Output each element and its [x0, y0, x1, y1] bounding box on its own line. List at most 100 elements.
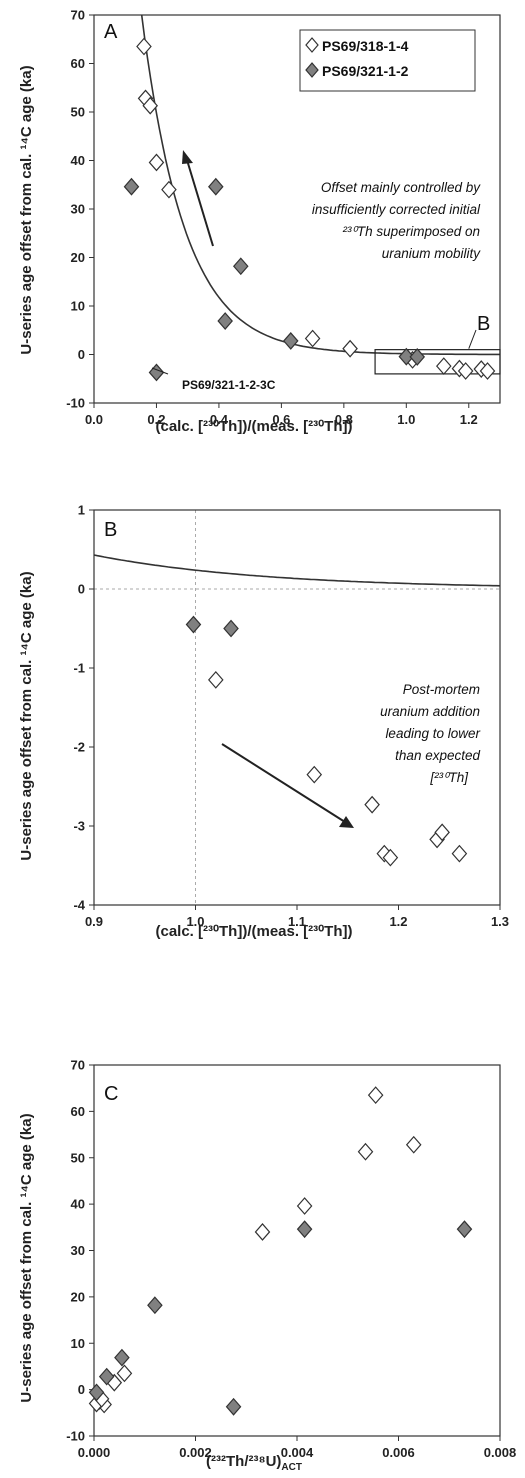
y-tick-label: 50 [71, 105, 85, 120]
x-tick-label: 0.8 [335, 412, 353, 427]
data-point-318 [479, 362, 496, 380]
data-point-318 [382, 848, 399, 867]
data-point-318 [304, 329, 321, 348]
y-tick-label: -1 [73, 661, 85, 676]
point-label: PS69/321-1-2-3C [182, 378, 276, 392]
y-axis-label: U-series age offset from cal. ¹⁴C age (k… [18, 571, 35, 860]
zoom-box-leader [468, 329, 477, 349]
legend-marker-filled-diamond [305, 62, 319, 78]
data-point-318 [296, 1197, 313, 1215]
chart-panel-c: -10 0 10 20 30 40 50 60 70 0.000 0.002 0.004 0.006 0… [18, 1058, 517, 1474]
annotation-line-2: insufficiently corrected initial [312, 202, 481, 217]
data-point-318 [434, 823, 450, 842]
chart-panel-a: -10 0 10 20 30 40 50 60 70 0.0 0.2 0.4 0.6 0.8 1.0 1.2… [18, 8, 501, 435]
y-tick-label: -2 [73, 740, 85, 755]
y-tick-label: 20 [71, 1289, 85, 1304]
data-point-318 [254, 1223, 271, 1241]
y-axis-label: U-series age offset from cal. ¹⁴C age (k… [18, 1113, 35, 1402]
data-point-318 [161, 180, 177, 199]
y-tick-label: 50 [71, 1150, 85, 1165]
data-point-321 [98, 1367, 115, 1386]
mortem-line-5: [²³⁰Th] [429, 770, 469, 785]
data-point-321 [223, 619, 239, 638]
x-tick-label: 1.0 [397, 412, 415, 427]
x-tick-label: 0.000 [78, 1445, 111, 1460]
x-axis-label: (calc. [²³⁰Th])/(meas. [²³⁰Th]) [155, 418, 352, 435]
data-point-321 [114, 1348, 130, 1367]
data-point-318 [367, 1086, 384, 1105]
trend-arrowhead [339, 816, 354, 828]
mortem-line-1: Post-mortem [403, 682, 480, 697]
y-tick-label: -4 [73, 898, 85, 913]
data-point-318 [136, 37, 152, 56]
data-point-321 [409, 348, 426, 366]
data-point-318 [116, 1364, 133, 1383]
y-tick-label: 10 [71, 299, 85, 314]
data-point-318 [148, 153, 165, 172]
y-tick-label: 60 [71, 1104, 85, 1119]
x-tick-label: 0.006 [382, 1445, 415, 1460]
x-tick-label: 1.2 [389, 914, 407, 929]
y-tick-label: -10 [66, 1429, 85, 1444]
y-tick-label: -10 [66, 396, 85, 411]
y-tick-label: 70 [71, 1058, 85, 1073]
data-point-321 [208, 177, 224, 196]
data-point-318 [208, 670, 224, 689]
trend-arrowhead [182, 150, 193, 164]
data-point-318 [342, 339, 358, 358]
data-point-321 [232, 257, 249, 276]
y-tick-label: 10 [71, 1336, 85, 1351]
y-tick-label: 40 [71, 153, 85, 168]
x-tick-label: 1.3 [491, 914, 509, 929]
panel-letter-a: A [104, 21, 118, 43]
plot-frame [93, 1064, 501, 1437]
data-point-318 [457, 362, 474, 380]
mortem-line-3: leading to lower [385, 726, 480, 741]
x-tick-label: 0.9 [85, 914, 103, 929]
y-tick-label: 0 [78, 1382, 85, 1397]
data-point-321 [148, 363, 165, 382]
y-tick-label: 0 [78, 582, 85, 597]
x-tick-label: 1.0 [186, 914, 204, 929]
legend: PS69/318-1-4 PS69/321-1-2 [299, 29, 476, 92]
annotation-line-3: ²³⁰Th superimposed on [343, 224, 480, 239]
data-point-321 [282, 332, 299, 350]
y-tick-label: 70 [71, 8, 85, 23]
data-point-321 [225, 1397, 242, 1416]
y-tick-label: 1 [78, 503, 85, 518]
data-point-321 [123, 177, 140, 196]
data-point-318 [357, 1142, 374, 1161]
legend-marker-open-diamond [305, 37, 319, 53]
y-axis-label: U-series age offset from cal. ¹⁴C age (k… [18, 65, 35, 354]
data-point-318 [142, 96, 159, 115]
x-tick-label: 0.2 [147, 412, 165, 427]
annotation-line-1: Offset mainly controlled by [321, 180, 481, 195]
x-tick-label: 1.1 [288, 914, 306, 929]
x-axis-label-subscript: ACT [281, 1462, 302, 1473]
data-point-321 [398, 347, 415, 366]
zoom-box-b [374, 349, 501, 375]
mortem-line-2: uranium addition [380, 704, 480, 719]
x-tick-label: 0.6 [272, 412, 290, 427]
data-point-321 [456, 1220, 473, 1239]
x-axis-label: (²³²Th/²³⁸U)ACT [206, 1453, 302, 1473]
y-tick-label: -3 [73, 819, 85, 834]
data-point-318 [306, 765, 323, 784]
trend-arrow [186, 159, 214, 247]
data-point-321 [217, 312, 233, 330]
data-point-321 [296, 1220, 313, 1239]
x-tick-label: 0.002 [179, 1445, 212, 1460]
x-tick-label: 0.008 [484, 1445, 517, 1460]
x-axis-label: (calc. [²³⁰Th])/(meas. [²³⁰Th]) [155, 923, 352, 940]
annotation-line-4: uranium mobility [382, 246, 482, 261]
y-tick-label: 60 [71, 56, 85, 71]
point-label-leader [151, 367, 169, 375]
y-tick-label: 30 [71, 202, 85, 217]
panel-letter-b: B [104, 519, 117, 541]
x-tick-label: 0.004 [281, 1445, 314, 1460]
data-point-321 [185, 615, 202, 634]
x-tick-label: 1.2 [460, 412, 478, 427]
data-point-318 [405, 1135, 422, 1154]
y-tick-label: 20 [71, 250, 85, 265]
mortem-line-4: than expected [395, 748, 480, 763]
